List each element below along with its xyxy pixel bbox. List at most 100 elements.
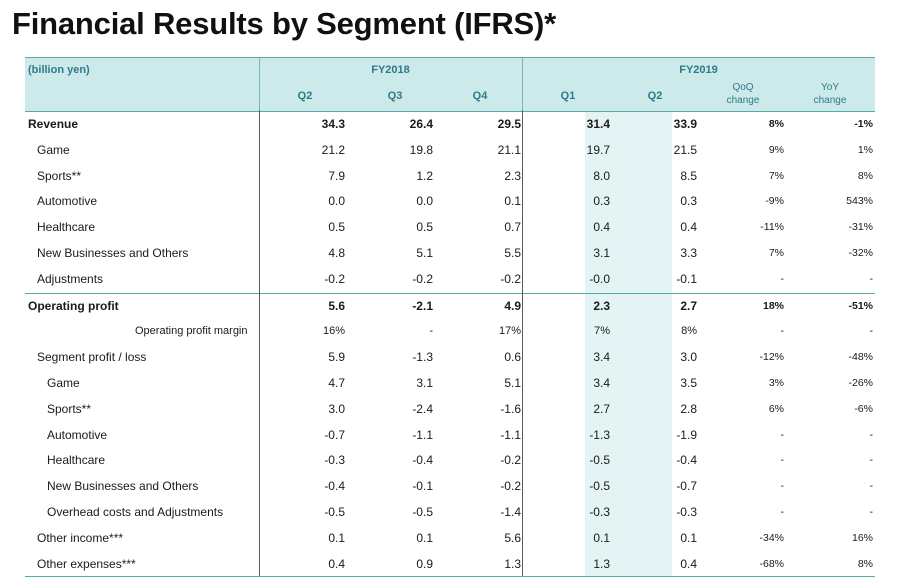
qoq-line1: QoQ — [732, 82, 754, 93]
table-row: Sports** 7.9 1.2 2.3 8.0 8.5 7% 8% — [25, 164, 875, 190]
cell-yoy: -51% — [848, 299, 873, 312]
cell-value: 5.1 — [504, 375, 521, 390]
cell-value: 4.8 — [328, 245, 345, 260]
table-row: Other expenses*** 0.4 0.9 1.3 1.3 0.4 -68% 8% — [25, 552, 875, 578]
cell-value: 31.4 — [586, 117, 610, 131]
highlight-column-fy2019-q2 — [585, 110, 672, 577]
col-header-fy2019-q1: Q1 — [560, 90, 576, 102]
cell-value: 21.5 — [673, 142, 697, 157]
qoq-line2: change — [726, 95, 760, 106]
cell-yoy: -31% — [848, 221, 873, 234]
table-row: Automotive -0.7 -1.1 -1.1 -1.3 -1.9 - - — [25, 423, 875, 449]
cell-value: 8% — [681, 325, 697, 338]
cell-yoy: - — [869, 480, 874, 493]
cell-yoy: - — [869, 428, 874, 441]
cell-yoy: 1% — [857, 143, 873, 156]
row-label: Automotive — [47, 427, 108, 442]
cell-value: 0.1 — [680, 530, 697, 545]
cell-value: 0.0 — [328, 194, 345, 209]
cell-value: 0.5 — [416, 220, 433, 235]
cell-value: 0.4 — [680, 220, 697, 235]
row-label: Automotive — [37, 194, 98, 209]
table-row: Operating profit margin 16% - 17% 7% 8% - - — [25, 319, 875, 345]
row-label: Revenue — [28, 117, 79, 131]
row-label: Overhead costs and Adjustments — [47, 504, 224, 519]
cell-value: 2.7 — [593, 401, 610, 416]
fy2018-label: FY2018 — [371, 64, 410, 76]
cell-value: -0.2 — [500, 453, 521, 468]
cell-qoq: - — [780, 272, 785, 285]
row-label: Healthcare — [37, 220, 96, 235]
col-header-fy2018-q4: Q4 — [472, 90, 488, 102]
cell-value: 0.1 — [504, 194, 521, 209]
cell-value: 29.5 — [497, 117, 521, 131]
cell-value: 2.8 — [680, 401, 697, 416]
cell-value: 19.7 — [586, 142, 610, 157]
table-row: Game 21.2 19.8 21.1 19.7 21.5 9% 1% — [25, 138, 875, 164]
cell-value: 3.3 — [680, 245, 697, 260]
cell-value: -0.3 — [324, 453, 345, 468]
cell-value: 5.5 — [504, 245, 521, 260]
cell-value: -0.2 — [500, 271, 521, 286]
cell-value: 8.5 — [680, 168, 697, 183]
cell-yoy: 8% — [857, 557, 873, 570]
cell-qoq: 7% — [768, 246, 784, 259]
yoy-line1: YoY — [821, 82, 839, 93]
header-divider — [259, 58, 260, 111]
cell-value: 0.4 — [328, 556, 345, 571]
cell-qoq: 3% — [768, 376, 784, 389]
cell-value: -1.6 — [500, 401, 521, 416]
table-row: Healthcare -0.3 -0.4 -0.2 -0.5 -0.4 - - — [25, 448, 875, 474]
table-row: New Businesses and Others 4.8 5.1 5.5 3.1 3.3… — [25, 241, 875, 267]
cell-value: 21.2 — [321, 142, 345, 157]
cell-value: 3.4 — [593, 350, 610, 365]
cell-value: -0.1 — [412, 479, 433, 494]
cell-qoq: -34% — [759, 531, 784, 544]
cell-yoy: - — [869, 272, 874, 285]
col-header-fy2018-q2: Q2 — [297, 90, 313, 102]
cell-value: -1.4 — [500, 504, 521, 519]
table-row: Healthcare 0.5 0.5 0.7 0.4 0.4 -11% -31% — [25, 215, 875, 241]
col-header-yoy: YoY change — [800, 81, 860, 107]
cell-value: 19.8 — [409, 142, 433, 157]
cell-value: -0.5 — [589, 479, 610, 494]
cell-value: 16% — [322, 325, 345, 338]
cell-yoy: -26% — [848, 376, 873, 389]
table-body: Revenue 34.3 26.4 29.5 31.4 33.9 8% -1% Game 21.2… — [25, 112, 875, 577]
fy2019-label: FY2019 — [679, 64, 718, 76]
cell-value: 2.3 — [504, 168, 521, 183]
cell-value: -1.1 — [412, 427, 433, 442]
cell-value: -0.2 — [500, 479, 521, 494]
table-row: Segment profit / loss 5.9 -1.3 0.6 3.4 3.0 -12… — [25, 345, 875, 371]
cell-qoq: -12% — [759, 351, 784, 364]
cell-value: -1.1 — [500, 427, 521, 442]
row-label: Healthcare — [47, 453, 106, 468]
cell-qoq: 18% — [762, 299, 784, 312]
cell-value: -0.7 — [324, 427, 345, 442]
cell-value: 0.9 — [416, 556, 433, 571]
cell-value: 7.9 — [328, 168, 345, 183]
cell-value: 3.1 — [416, 375, 433, 390]
cell-qoq: - — [780, 325, 785, 338]
cell-qoq: -9% — [765, 195, 784, 208]
cell-value: 0.3 — [680, 194, 697, 209]
cell-value: 2.7 — [680, 298, 697, 313]
col-header-fy2018-q3: Q3 — [387, 90, 403, 102]
row-label: New Businesses and Others — [37, 245, 189, 260]
cell-value: -1.3 — [589, 427, 610, 442]
row-label: Other expenses*** — [37, 556, 136, 571]
row-label: Sports** — [37, 168, 82, 183]
cell-value: -1.9 — [676, 427, 697, 442]
cell-yoy: - — [869, 454, 874, 467]
cell-value: 1.3 — [593, 556, 610, 571]
cell-value: -2.4 — [412, 401, 433, 416]
cell-value: -0.3 — [589, 504, 610, 519]
row-label: Game — [47, 375, 80, 390]
cell-value: -0.1 — [676, 271, 697, 286]
cell-value: 8.0 — [593, 168, 610, 183]
cell-value: -0.4 — [324, 479, 345, 494]
row-label: Game — [37, 142, 70, 157]
table-row: Sports** 3.0 -2.4 -1.6 2.7 2.8 6% -6% — [25, 397, 875, 423]
cell-value: 26.4 — [409, 117, 433, 131]
cell-value: 5.6 — [328, 298, 345, 313]
